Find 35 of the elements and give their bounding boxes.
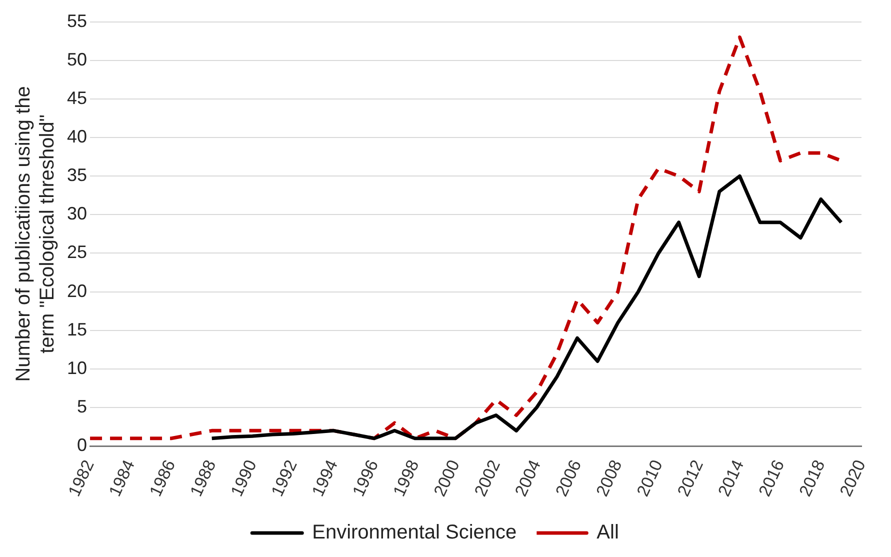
y-tick-label: 35 [66,165,88,186]
x-tick-label: 2012 [674,457,707,500]
x-tick-label: 1992 [268,457,301,500]
y-tick-label: 5 [77,396,88,416]
y-axis-title: Number of publicatiions using the term "Ecological threshold" [12,86,59,382]
x-tick-label: 2014 [714,457,748,500]
y-tick-label: 45 [66,88,88,108]
y-tick-label: 30 [66,204,88,224]
x-tick-label: 1994 [308,457,342,500]
y-tick-label: 15 [66,319,88,340]
x-tick-label: 2002 [470,457,504,500]
x-tick-label: 2008 [592,457,626,500]
x-tick-label: 1988 [186,457,220,500]
legend-label: All [596,522,619,544]
x-tick-label: 2004 [511,457,545,500]
x-tick-label: 2020 [836,457,870,500]
y-tick-label: 55 [66,10,88,31]
x-tick-label: 2016 [754,457,788,500]
y-tick-label: 0 [77,435,88,456]
y-tick-label: 50 [66,49,88,70]
x-tick-label: 1990 [227,457,260,500]
y-tick-label: 25 [66,242,88,262]
x-tick-label: 1996 [348,457,382,500]
legend-label: Environmental Science [312,522,517,544]
y-tick-label: 40 [66,126,88,146]
x-tick-label: 2006 [552,457,586,500]
x-tick-label: 1982 [64,457,98,500]
y-tick-label: 10 [66,358,88,378]
x-tick-label: 2000 [430,457,464,500]
x-tick-label: 2010 [633,457,666,500]
x-tick-label: 1986 [146,457,180,500]
x-tick-label: 2018 [796,457,829,500]
y-tick-label: 20 [66,280,88,301]
x-tick-label: 1984 [105,457,138,500]
x-tick-label: 1998 [390,457,423,500]
